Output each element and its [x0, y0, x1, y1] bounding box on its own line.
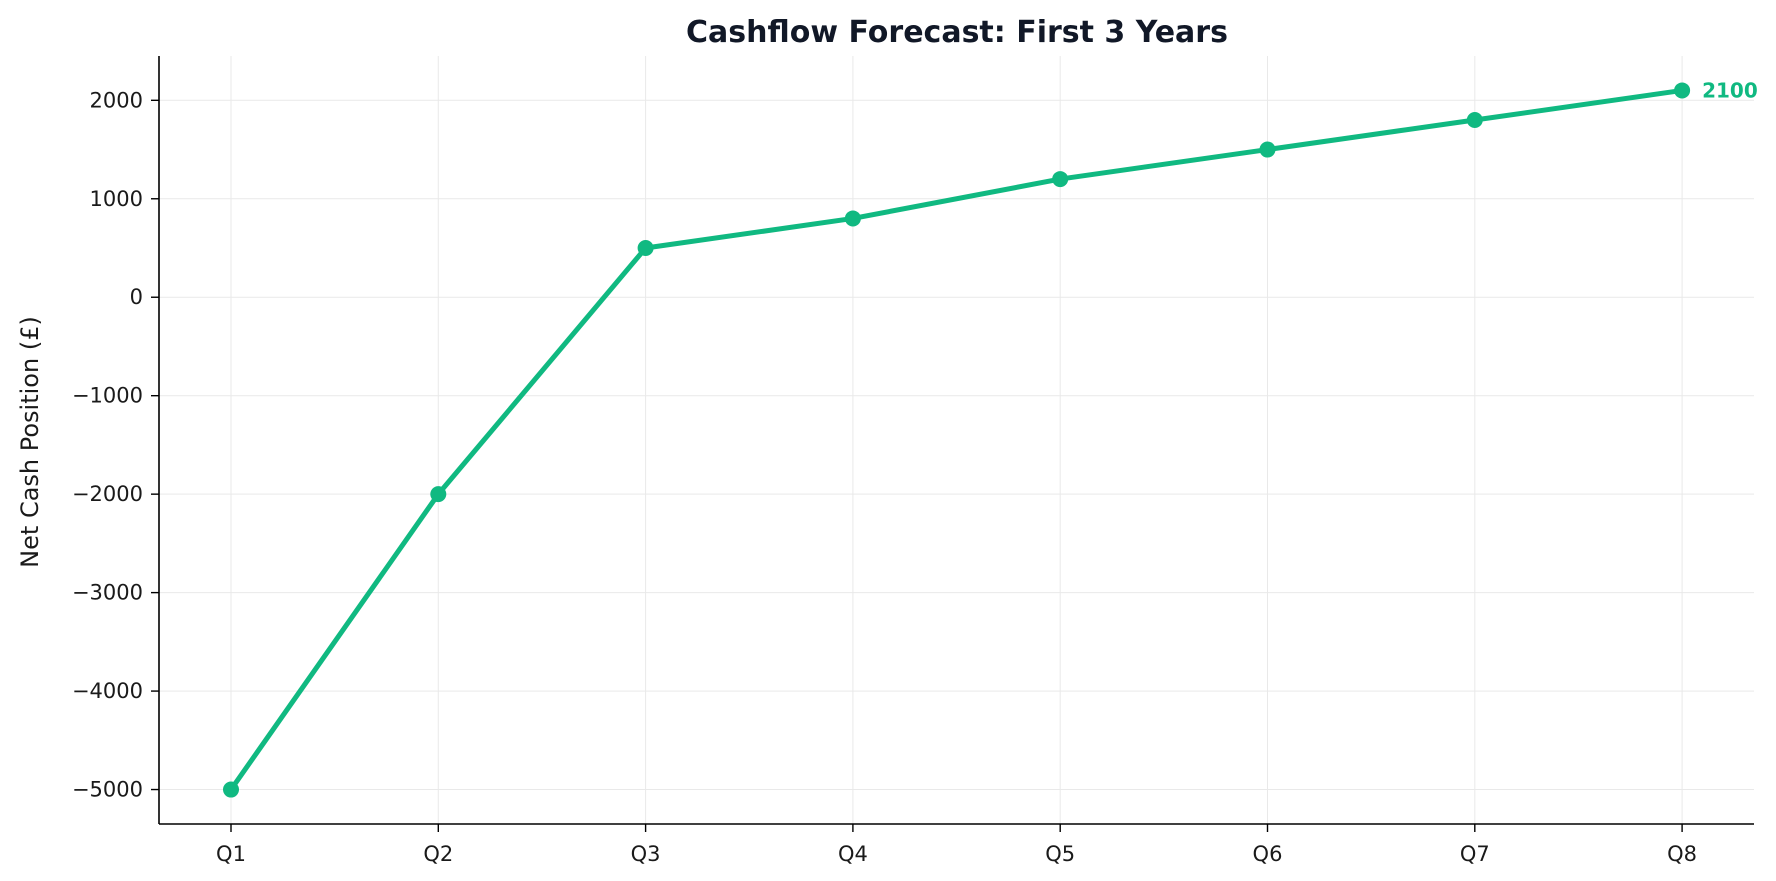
y-tick-label: −1000 — [72, 384, 143, 408]
end-value-label: 2100 — [1702, 78, 1758, 102]
data-point — [1052, 171, 1069, 188]
y-tick-label: −3000 — [72, 581, 143, 605]
y-tick-label: −5000 — [72, 778, 143, 802]
data-point — [1466, 112, 1483, 128]
x-axis-ticks: Q1 Q2 Q3 Q4 Q5 Q6 Q7 Q8 — [216, 824, 1697, 866]
y-tick-label: 0 — [130, 285, 143, 309]
axes — [158, 56, 1754, 825]
data-point — [637, 240, 654, 256]
x-tick-label: Q5 — [1045, 842, 1075, 866]
series-line-path — [228, 87, 1685, 793]
data-point — [430, 486, 447, 503]
x-tick-label: Q8 — [1667, 842, 1697, 866]
data-point — [844, 210, 861, 227]
x-tick-label: Q3 — [631, 842, 661, 866]
y-tick-label: 1000 — [90, 187, 143, 211]
y-axis-label: Net Cash Position (£) — [16, 316, 44, 568]
y-axis-ticks: −5000 −4000 −3000 −2000 −1000 0 1000 2000 — [72, 88, 159, 802]
y-tick-label: −4000 — [72, 679, 143, 703]
x-tick-label: Q2 — [423, 842, 453, 866]
data-point — [1674, 82, 1691, 99]
grid — [159, 56, 1754, 824]
x-tick-label: Q6 — [1253, 842, 1283, 866]
data-point — [1259, 141, 1276, 158]
x-tick-label: Q4 — [838, 842, 868, 866]
series-points — [223, 82, 1691, 798]
x-tick-label: Q1 — [216, 842, 246, 866]
y-tick-label: −2000 — [72, 482, 143, 506]
x-tick-label: Q7 — [1460, 842, 1490, 866]
chart-title: Cashflow Forecast: First 3 Years — [686, 15, 1228, 50]
y-tick-label: 2000 — [90, 88, 143, 112]
series-line — [228, 87, 1685, 793]
data-point — [223, 781, 239, 798]
